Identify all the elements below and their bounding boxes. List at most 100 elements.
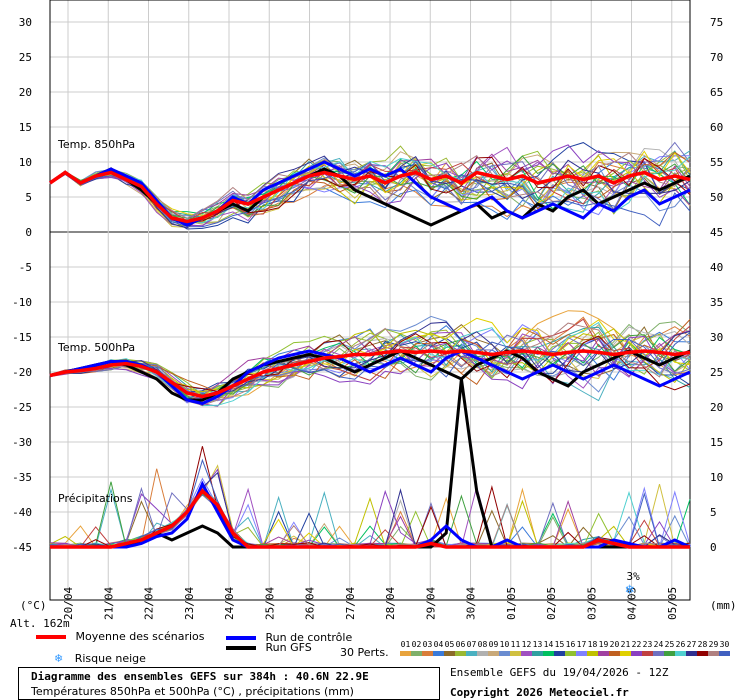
series-line-0-t850 <box>49 170 691 224</box>
pert-legend-item: 21 <box>620 640 631 656</box>
pert-legend-item: 15 <box>554 640 565 656</box>
pert-legend-id: 13 <box>532 640 543 649</box>
pert-legend-item: 20 <box>609 640 620 656</box>
pert-legend-id: 15 <box>554 640 565 649</box>
pert-legend-swatch <box>609 651 620 656</box>
pert-legend-item: 16 <box>565 640 576 656</box>
pert-legend-id: 21 <box>620 640 631 649</box>
pert-legend-swatch <box>400 651 411 656</box>
x-tick-label: 22/04 <box>143 587 156 620</box>
legend-gfs: Run GFS <box>226 641 312 654</box>
pert-legend-id: 05 <box>444 640 455 649</box>
pert-legend-item: 09 <box>488 640 499 656</box>
left-tick-label: 25 <box>19 51 32 64</box>
perturbation-line-28 <box>49 446 691 548</box>
right-tick-label: 55 <box>710 156 723 169</box>
pert-legend-item: 24 <box>653 640 664 656</box>
pert-legend-swatch <box>653 651 664 656</box>
x-tick-label: 01/05 <box>505 587 518 620</box>
pert-legend-id: 29 <box>708 640 719 649</box>
right-tick-label: 25 <box>710 366 723 379</box>
pert-legend-item: 14 <box>543 640 554 656</box>
left-tick-label: -30 <box>12 436 32 449</box>
snow-percent: 3% <box>627 570 641 583</box>
pert-legend-item: 19 <box>598 640 609 656</box>
left-tick-label: 30 <box>19 16 32 29</box>
pert-legend-swatch <box>466 651 477 656</box>
pert-legend-item: 10 <box>499 640 510 656</box>
pert-legend-id: 22 <box>631 640 642 649</box>
left-tick-label: 15 <box>19 121 32 134</box>
grid <box>50 0 690 600</box>
pert-legend-id: 02 <box>411 640 422 649</box>
panel-label-t500: Temp. 500hPa <box>57 341 135 354</box>
pert-legend-id: 08 <box>477 640 488 649</box>
axes: 302520151050-5-10-15-20-25-30-35-40-4575… <box>12 0 723 620</box>
snowflake-icon: ❄ <box>626 582 635 598</box>
chart-title: Diagramme des ensembles GEFS sur 384h : … <box>31 670 369 683</box>
pert-legend-id: 19 <box>598 640 609 649</box>
series-line-0-t500 <box>49 349 691 399</box>
pert-legend-swatch <box>521 651 532 656</box>
pert-legend-swatch <box>719 651 730 656</box>
x-tick-label: 03/05 <box>585 587 598 620</box>
left-unit-label: (°C) <box>20 599 47 612</box>
pert-legend-item: 11 <box>510 640 521 656</box>
pert-legend-swatch <box>543 651 554 656</box>
pert-legend-id: 14 <box>543 640 554 649</box>
pert-legend-swatch <box>422 651 433 656</box>
pert-legend-swatch <box>510 651 521 656</box>
left-tick-label: -10 <box>12 296 32 309</box>
pert-legend-item: 05 <box>444 640 455 656</box>
pert-legend-swatch <box>565 651 576 656</box>
pert-legend-item: 25 <box>664 640 675 656</box>
pert-legend-item: 30 <box>719 640 730 656</box>
pert-legend-swatch <box>433 651 444 656</box>
right-tick-label: 50 <box>710 191 723 204</box>
left-tick-label: 0 <box>25 226 32 239</box>
snow-marker: 3%❄ <box>626 570 641 598</box>
x-tick-label: 04/05 <box>626 587 639 620</box>
pert-legend-item: 06 <box>455 640 466 656</box>
pert-legend-swatch <box>444 651 455 656</box>
pert-legend-swatch <box>477 651 488 656</box>
pert-legend-swatch <box>675 651 686 656</box>
right-tick-label: 10 <box>710 471 723 484</box>
perturbation-line-23 <box>49 318 691 397</box>
altitude-label: Alt. 162m <box>10 617 70 630</box>
pert-legend-id: 09 <box>488 640 499 649</box>
right-tick-label: 5 <box>710 506 717 519</box>
perts-label: 30 Perts. <box>340 646 389 659</box>
x-tick-label: 25/04 <box>263 587 276 620</box>
pert-legend-id: 26 <box>675 640 686 649</box>
right-tick-label: 70 <box>710 51 723 64</box>
legend-snow: ❄ Risque neige <box>54 652 146 665</box>
copyright: Copyright 2026 Meteociel.fr <box>450 686 629 699</box>
pert-legend-item: 12 <box>521 640 532 656</box>
pert-legend-swatch <box>576 651 587 656</box>
pert-legend-id: 23 <box>642 640 653 649</box>
legend-control: Run de contrôle <box>226 631 352 644</box>
right-tick-label: 15 <box>710 436 723 449</box>
pert-legend-item: 18 <box>587 640 598 656</box>
pert-legend-id: 03 <box>422 640 433 649</box>
x-tick-label: 30/04 <box>465 587 478 620</box>
pert-legend-id: 10 <box>499 640 510 649</box>
x-tick-label: 02/05 <box>545 587 558 620</box>
pert-legend-id: 25 <box>664 640 675 649</box>
left-tick-label: -20 <box>12 366 32 379</box>
left-tick-label: -15 <box>12 331 32 344</box>
legend-gfs-swatch <box>226 646 256 650</box>
x-tick-label: 21/04 <box>102 587 115 620</box>
pert-legend-item: 02 <box>411 640 422 656</box>
pert-legend-item: 08 <box>477 640 488 656</box>
pert-legend-item: 03 <box>422 640 433 656</box>
legend-mean: Moyenne des scénarios <box>36 630 204 643</box>
right-tick-label: 0 <box>710 541 717 554</box>
x-tick-label: 29/04 <box>424 587 437 620</box>
pert-legend-item: 28 <box>697 640 708 656</box>
left-tick-label: -45 <box>12 541 32 554</box>
x-tick-label: 24/04 <box>223 587 236 620</box>
perturbation-line-01 <box>49 310 691 403</box>
